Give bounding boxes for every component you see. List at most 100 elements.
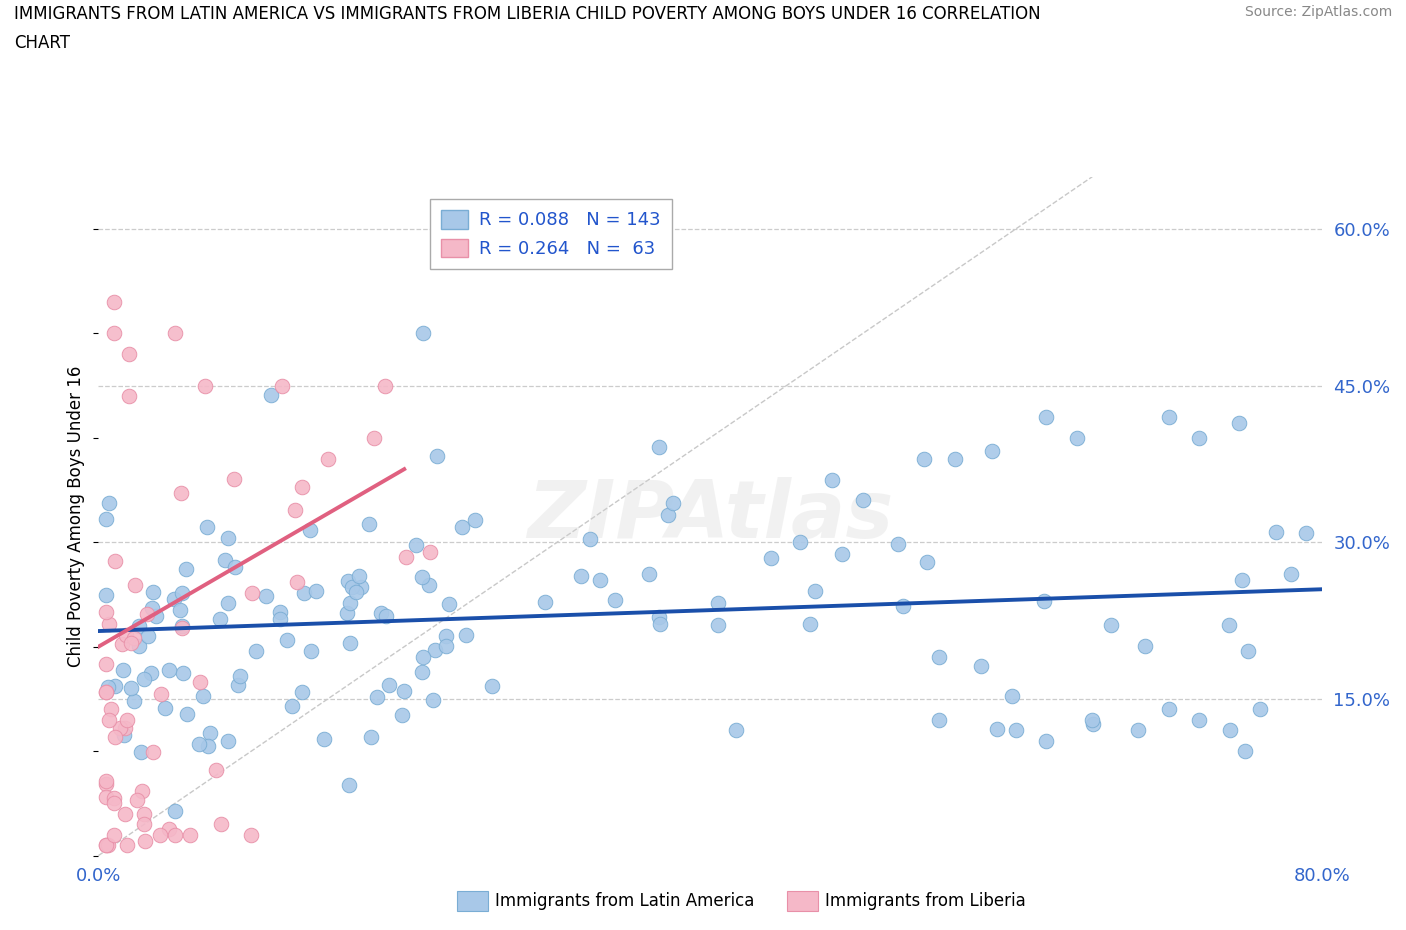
- Point: [799, 617, 821, 631]
- Point: [172, 666, 194, 681]
- Point: [284, 502, 307, 517]
- Point: [188, 675, 211, 690]
- Point: [118, 389, 141, 404]
- Point: [195, 519, 218, 534]
- Point: [314, 732, 336, 747]
- Point: [115, 838, 138, 853]
- Point: [122, 631, 145, 645]
- Point: [217, 734, 239, 749]
- Point: [886, 537, 908, 551]
- Point: [1230, 572, 1253, 587]
- Point: [831, 547, 853, 562]
- Point: [1035, 733, 1057, 748]
- Point: [128, 638, 150, 653]
- Point: [1234, 744, 1257, 759]
- Point: [103, 828, 125, 843]
- Point: [149, 828, 172, 843]
- Point: [915, 554, 938, 569]
- Point: [366, 689, 388, 704]
- Point: [891, 598, 914, 613]
- Point: [134, 806, 156, 821]
- Point: [118, 347, 141, 362]
- Point: [533, 595, 555, 610]
- Point: [292, 585, 315, 600]
- Point: [1295, 526, 1317, 541]
- Point: [648, 439, 671, 454]
- Point: [94, 777, 117, 791]
- Point: [170, 618, 193, 633]
- Point: [240, 828, 263, 843]
- Point: [157, 821, 180, 836]
- Point: [1188, 712, 1211, 727]
- Point: [245, 644, 267, 658]
- Point: [103, 326, 125, 340]
- Point: [94, 605, 117, 620]
- Point: [94, 512, 117, 526]
- Point: [706, 596, 728, 611]
- Point: [804, 584, 827, 599]
- Point: [464, 512, 486, 527]
- Point: [114, 806, 136, 821]
- Point: [394, 684, 416, 698]
- Point: [451, 519, 474, 534]
- Text: Source: ZipAtlas.com: Source: ZipAtlas.com: [1244, 5, 1392, 19]
- Point: [112, 727, 135, 742]
- Point: [1157, 702, 1180, 717]
- Point: [214, 553, 236, 568]
- Point: [724, 723, 747, 737]
- Point: [94, 684, 117, 699]
- Point: [1001, 688, 1024, 703]
- Point: [1249, 702, 1271, 717]
- Point: [103, 790, 125, 805]
- Point: [374, 379, 396, 393]
- Point: [852, 493, 875, 508]
- Point: [111, 636, 134, 651]
- Point: [94, 684, 117, 699]
- Point: [339, 636, 361, 651]
- Point: [928, 712, 950, 727]
- Point: [134, 817, 156, 831]
- Y-axis label: Child Poverty Among Boys Under 16: Child Poverty Among Boys Under 16: [67, 365, 86, 667]
- Point: [434, 639, 457, 654]
- Point: [179, 828, 201, 843]
- Point: [172, 585, 194, 600]
- Point: [172, 620, 194, 635]
- Point: [648, 609, 671, 624]
- Point: [395, 550, 418, 565]
- Point: [120, 636, 142, 651]
- Point: [1081, 716, 1104, 731]
- Point: [419, 544, 441, 559]
- Point: [1237, 644, 1260, 658]
- Point: [188, 737, 211, 751]
- Point: [344, 585, 367, 600]
- Point: [569, 569, 592, 584]
- Point: [439, 596, 461, 611]
- Point: [115, 712, 138, 727]
- Point: [209, 817, 232, 831]
- Point: [285, 575, 308, 590]
- Point: [589, 572, 612, 587]
- Text: IMMIGRANTS FROM LATIN AMERICA VS IMMIGRANTS FROM LIBERIA CHILD POVERTY AMONG BOY: IMMIGRANTS FROM LATIN AMERICA VS IMMIGRA…: [14, 5, 1040, 22]
- Point: [141, 601, 163, 616]
- Point: [125, 793, 148, 808]
- Text: ZIPAtlas: ZIPAtlas: [527, 477, 893, 555]
- Point: [131, 744, 153, 759]
- Point: [142, 744, 165, 759]
- Point: [411, 569, 433, 584]
- Point: [141, 666, 163, 681]
- Text: CHART: CHART: [14, 34, 70, 52]
- Point: [378, 677, 401, 692]
- Point: [122, 694, 145, 709]
- Point: [94, 838, 117, 853]
- Point: [228, 669, 250, 684]
- Point: [1157, 409, 1180, 424]
- Point: [134, 834, 156, 849]
- Point: [662, 496, 685, 511]
- Point: [347, 569, 370, 584]
- Point: [97, 838, 120, 853]
- Point: [370, 605, 392, 620]
- Point: [259, 387, 281, 402]
- Point: [98, 496, 121, 511]
- Point: [291, 480, 314, 495]
- Point: [97, 679, 120, 694]
